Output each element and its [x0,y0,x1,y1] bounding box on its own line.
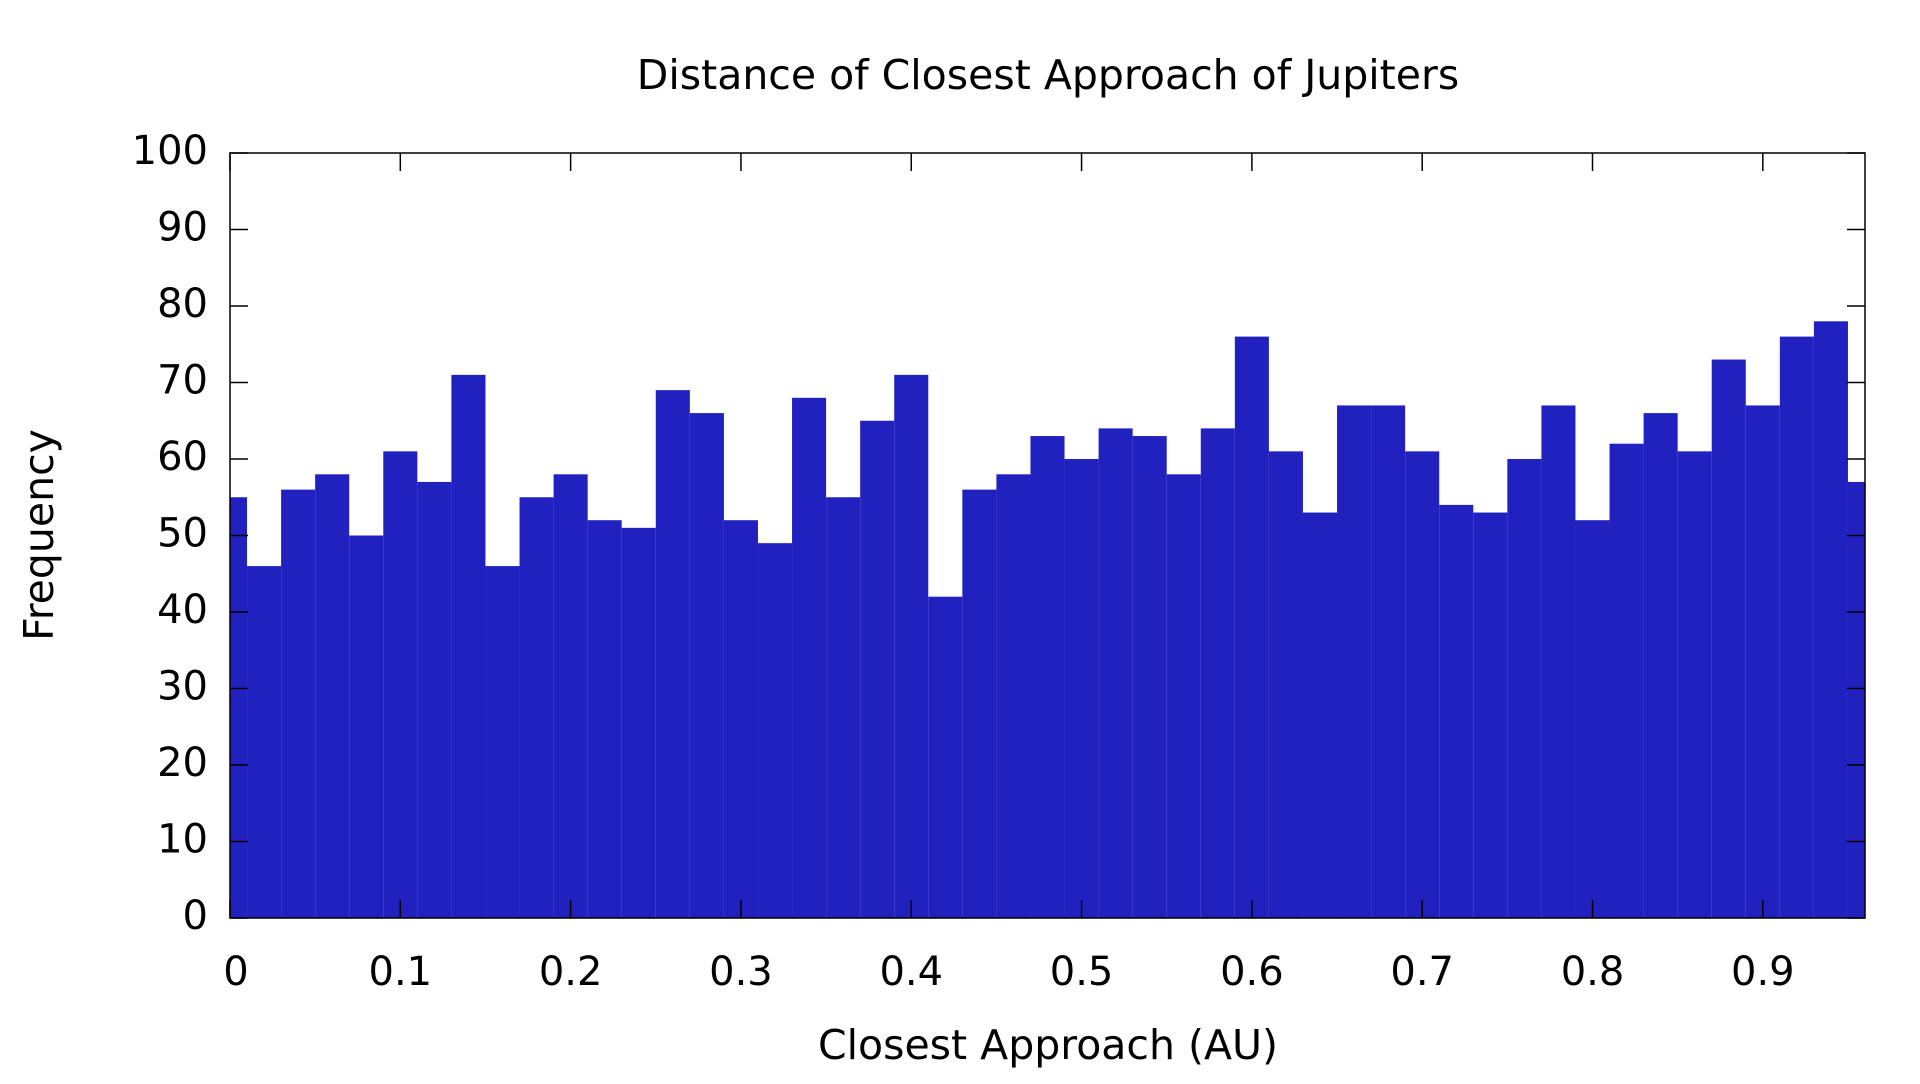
bar [383,451,418,918]
y-tick-label: 70 [157,358,208,404]
bar [894,374,929,918]
bar [1847,481,1865,918]
bar [826,497,861,918]
bar [792,397,827,918]
bar [519,497,554,918]
bar [1813,321,1848,918]
bar [1337,405,1372,918]
y-tick-label: 10 [157,817,208,863]
bar [1268,451,1303,918]
bar [860,420,895,918]
bar [621,527,656,918]
x-tick-label: 0.7 [1390,949,1454,995]
y-tick-label: 20 [157,740,208,786]
y-tick-label: 80 [157,281,208,327]
y-tick-label: 30 [157,664,208,710]
bar [1779,336,1814,918]
x-tick-label: 0.5 [1050,949,1114,995]
bar [1132,436,1167,918]
bar [1234,336,1269,918]
bar [1473,512,1508,918]
x-tick-label: 0.6 [1220,949,1284,995]
x-tick-label: 0.4 [879,949,943,995]
bar [689,413,724,918]
bar [1541,405,1576,918]
bar [996,474,1031,918]
bar [1166,474,1201,918]
y-tick-label: 40 [157,587,208,633]
bar [1405,451,1440,918]
bar [757,543,793,918]
x-tick-label: 0.1 [369,949,433,995]
bar [1098,428,1133,918]
bar [723,520,758,918]
bar [417,481,452,918]
bar [655,390,690,918]
bar [485,566,520,918]
x-tick-label: 0.2 [539,949,603,995]
bar [1745,405,1780,918]
bar [1575,520,1610,918]
y-tick-label: 100 [132,128,208,174]
y-tick-label: 60 [157,434,208,480]
bar [1609,443,1644,918]
x-tick-label: 0.3 [709,949,773,995]
x-tick-label: 0 [223,949,248,995]
bar [1302,512,1338,918]
bar [1711,359,1746,918]
y-tick-label: 50 [157,511,208,557]
bar [315,474,350,918]
chart-title: Distance of Closest Approach of Jupiters [637,51,1459,99]
bar [962,489,997,918]
bar [553,474,588,918]
bar [1200,428,1235,918]
bar [587,520,622,918]
bars [230,321,1865,918]
x-axis-label: Closest Approach (AU) [818,1021,1278,1069]
bar [281,489,316,918]
bar [928,596,963,918]
y-tick-label: 0 [183,893,208,939]
bar [451,374,486,918]
bar [1643,413,1678,918]
x-tick-label: 0.9 [1731,949,1795,995]
y-axis-label: Frequency [15,429,63,641]
bar [1064,459,1099,918]
x-tick-label: 0.8 [1561,949,1625,995]
bar [1371,405,1406,918]
y-tick-label: 90 [157,205,208,251]
bar [1677,451,1712,918]
bar [1507,459,1542,918]
bar [230,497,248,918]
bar [247,566,282,918]
bar [1030,436,1065,918]
bar [349,535,384,918]
bar [1439,504,1474,918]
